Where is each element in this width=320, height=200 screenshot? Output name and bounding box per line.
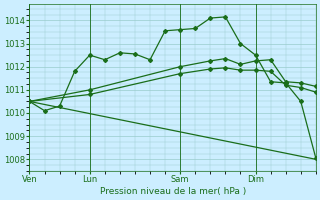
X-axis label: Pression niveau de la mer( hPa ): Pression niveau de la mer( hPa ) — [100, 187, 246, 196]
